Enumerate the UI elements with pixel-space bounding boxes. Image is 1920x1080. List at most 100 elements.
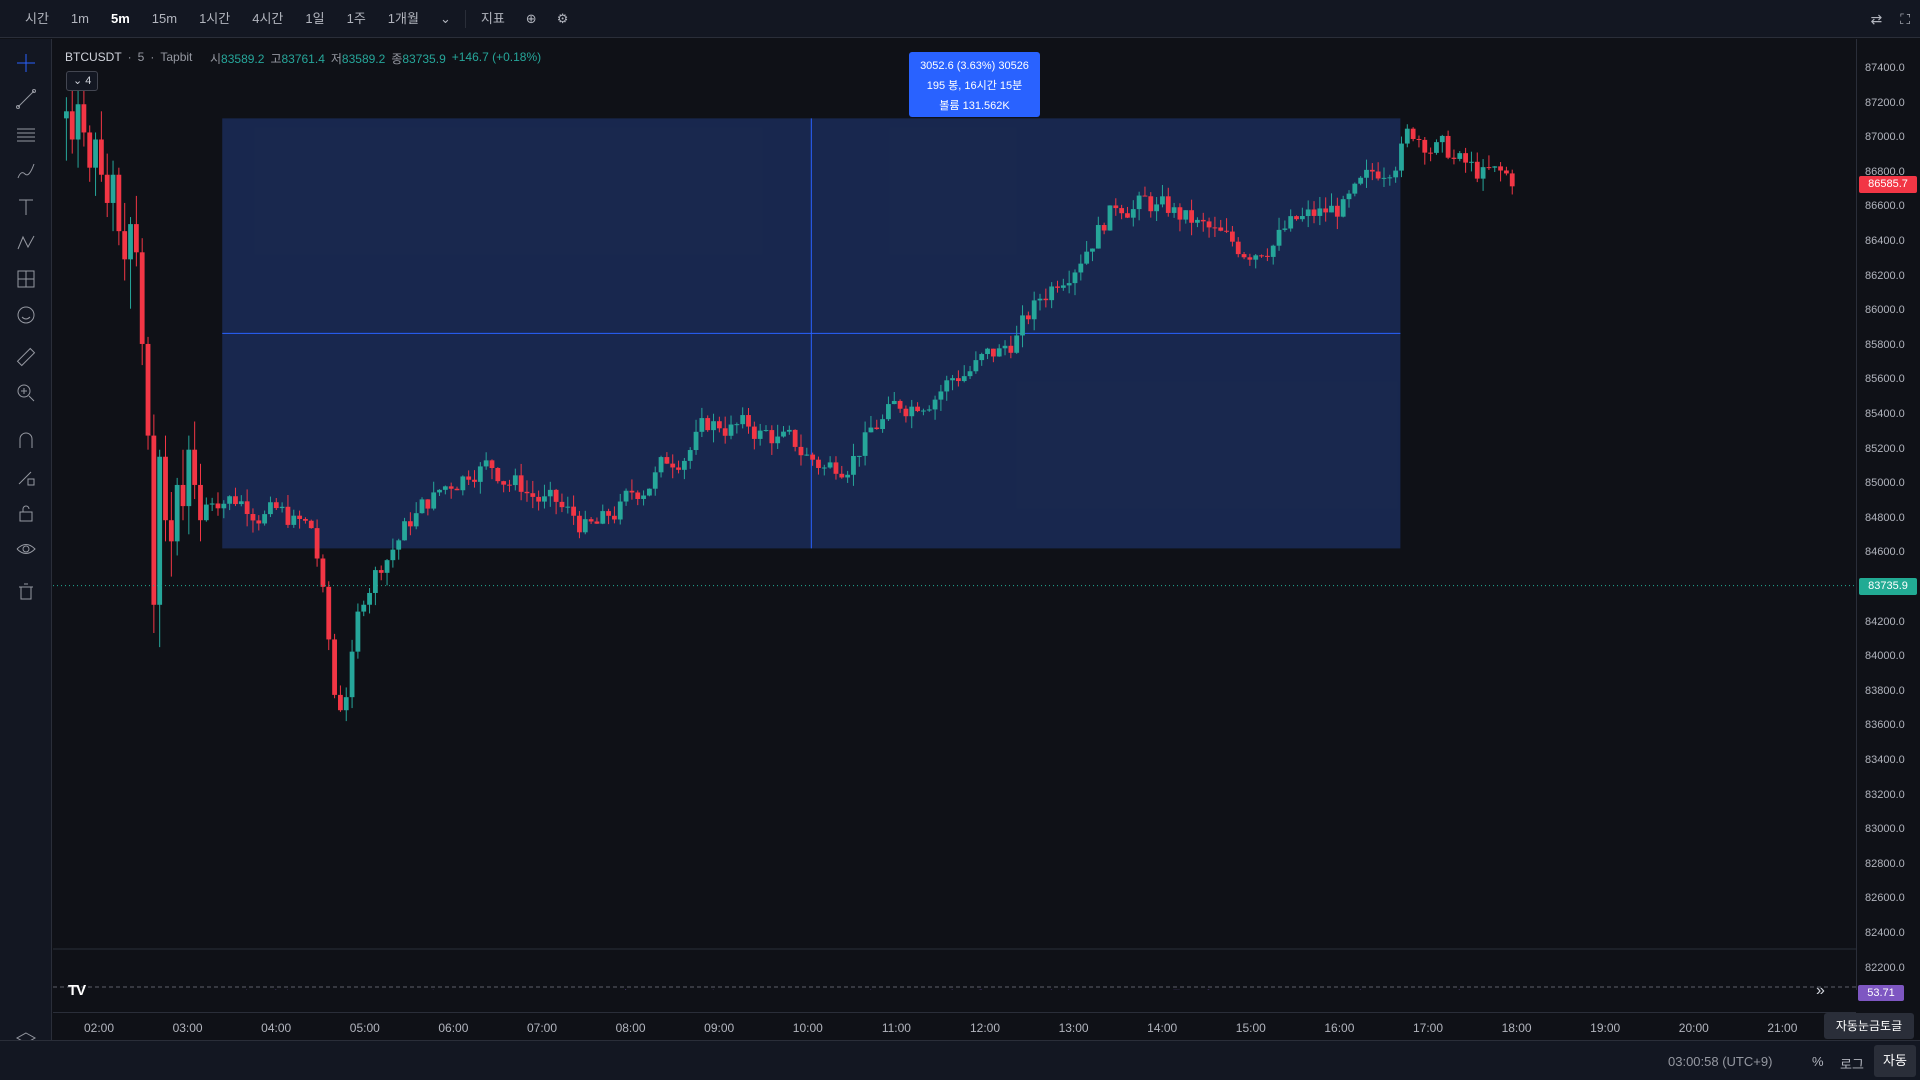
timeframe-1m[interactable]: 1m	[70, 10, 89, 26]
high-label: 고	[270, 52, 282, 66]
lock-icon[interactable]	[12, 499, 40, 527]
candle-body	[612, 515, 617, 520]
timeframe-15m[interactable]: 15m	[151, 10, 178, 26]
time-axis-label: 16:00	[1324, 1021, 1355, 1035]
candlestick-plot[interactable]	[53, 39, 1856, 990]
candle-body	[810, 454, 816, 460]
magnet-icon[interactable]	[12, 427, 40, 455]
drawing-lock-pencil-icon[interactable]	[12, 463, 40, 491]
candle-body	[1358, 177, 1364, 184]
legend-exchange: Tapbit	[160, 50, 193, 64]
price-axis-label: 83200.0	[1865, 788, 1905, 801]
candle-body	[442, 486, 448, 490]
price-axis[interactable]: 87400.0 87200.0 87000.0 86800.0 86600.0 86400…	[1856, 39, 1920, 990]
time-axis[interactable]: 02:00 03:00 04:00 05:00 06:00 07:00 08:00 09:00…	[53, 1012, 1856, 1040]
timeframe-4h[interactable]: 4시간	[252, 10, 284, 26]
auto-scale-toggle-button[interactable]: 자동눈금토글	[1824, 1013, 1914, 1039]
swap-icon[interactable]: ⇄	[1870, 10, 1883, 27]
candle-body	[343, 697, 349, 711]
current-price-tag: 86585.7	[1859, 175, 1917, 193]
candle-body	[1113, 205, 1119, 209]
price-axis-label: 85600.0	[1865, 373, 1905, 386]
candle-body	[1457, 153, 1463, 159]
emoji-icon[interactable]	[12, 301, 40, 329]
timeframe-5m[interactable]: 5m	[110, 10, 130, 26]
candle-body	[781, 431, 786, 437]
candle-body	[180, 484, 186, 507]
candle-body	[1055, 286, 1060, 288]
horizontal-lines-icon[interactable]	[12, 121, 40, 149]
price-axis-label: 87200.0	[1865, 96, 1905, 109]
eye-icon[interactable]	[12, 535, 40, 563]
indicators-collapse-button[interactable]: ⌄ 4	[66, 71, 99, 91]
crosshair-icon[interactable]	[12, 49, 40, 77]
candle-body	[950, 378, 955, 381]
candle-body	[1428, 152, 1434, 154]
chart-pane[interactable]	[53, 39, 1856, 990]
candle-body	[98, 139, 104, 175]
price-axis-label: 84200.0	[1865, 615, 1905, 628]
settings-gear-icon[interactable]: ⚙	[556, 10, 569, 26]
timeframe-time[interactable]: 시간	[25, 10, 49, 26]
low-value: 83589.2	[341, 52, 386, 66]
utc-clock[interactable]: 03:00:58 (UTC+9)	[1668, 1054, 1773, 1069]
candle-body	[827, 462, 833, 468]
candle-body	[944, 380, 950, 392]
symbol-legend[interactable]: BTCUSDT · 5 · Tapbit	[65, 50, 192, 64]
candle-body	[1305, 209, 1311, 217]
candle-body	[1002, 345, 1008, 349]
timeframe-dropdown-chevron-icon[interactable]: ⌄	[439, 10, 451, 26]
price-axis-label: 87400.0	[1865, 62, 1905, 74]
time-axis-label: 18:00	[1501, 1021, 1532, 1035]
price-axis-label: 83000.0	[1865, 823, 1905, 836]
candle-body	[594, 521, 600, 524]
trend-line-icon[interactable]	[12, 85, 40, 113]
timeframe-1w[interactable]: 1주	[346, 10, 366, 26]
timeframe-1h[interactable]: 1시간	[199, 10, 231, 26]
percent-scale-button[interactable]: %	[1812, 1054, 1824, 1069]
candle-body	[565, 506, 571, 508]
trash-icon[interactable]	[12, 577, 40, 605]
text-icon[interactable]	[12, 193, 40, 221]
close-label: 종	[391, 52, 403, 66]
timeframe-1d[interactable]: 1일	[305, 10, 325, 26]
candle-body	[151, 435, 157, 605]
symbol-name[interactable]: BTCUSDT	[65, 50, 122, 64]
drawing-toolbar	[0, 39, 52, 1080]
candle-body	[227, 496, 233, 504]
candle-body	[909, 406, 915, 417]
pattern-icon[interactable]	[12, 229, 40, 257]
indicator-count: 4	[85, 75, 92, 87]
indicators-button[interactable]: 지표	[480, 10, 505, 26]
brush-icon[interactable]	[12, 157, 40, 185]
candle-body	[1049, 286, 1055, 301]
candle-body	[903, 408, 909, 417]
candle-body	[69, 111, 75, 140]
log-scale-button[interactable]: 로그	[1840, 1057, 1864, 1072]
price-axis-label: 82200.0	[1865, 961, 1905, 974]
candle-body	[600, 511, 606, 524]
candle-body	[244, 501, 250, 515]
candle-body	[542, 496, 547, 502]
fullscreen-icon[interactable]: ⛶	[1900, 10, 1910, 27]
chevron-right-double-icon[interactable]: »	[1816, 982, 1825, 999]
candle-body	[926, 409, 932, 411]
chevron-down-icon: ⌄	[73, 75, 86, 87]
candle-body	[647, 488, 652, 496]
timeframe-1month[interactable]: 1개월	[387, 10, 419, 26]
candle-body	[705, 418, 711, 431]
candle-body	[1014, 335, 1020, 353]
candle-body	[1101, 225, 1107, 231]
candle-body	[1154, 204, 1160, 212]
candle-body	[897, 400, 903, 409]
zoom-in-icon[interactable]	[12, 379, 40, 407]
candle-body	[1160, 196, 1165, 205]
low-label: 저	[330, 52, 342, 66]
price-axis-label: 84000.0	[1865, 650, 1905, 663]
auto-scale-button[interactable]: 자동	[1874, 1045, 1916, 1077]
compare-icon[interactable]: ⊕	[525, 10, 537, 26]
candle-body	[588, 519, 594, 522]
forecast-icon[interactable]	[12, 265, 40, 293]
ruler-icon[interactable]	[12, 343, 40, 371]
candle-body	[577, 515, 582, 533]
